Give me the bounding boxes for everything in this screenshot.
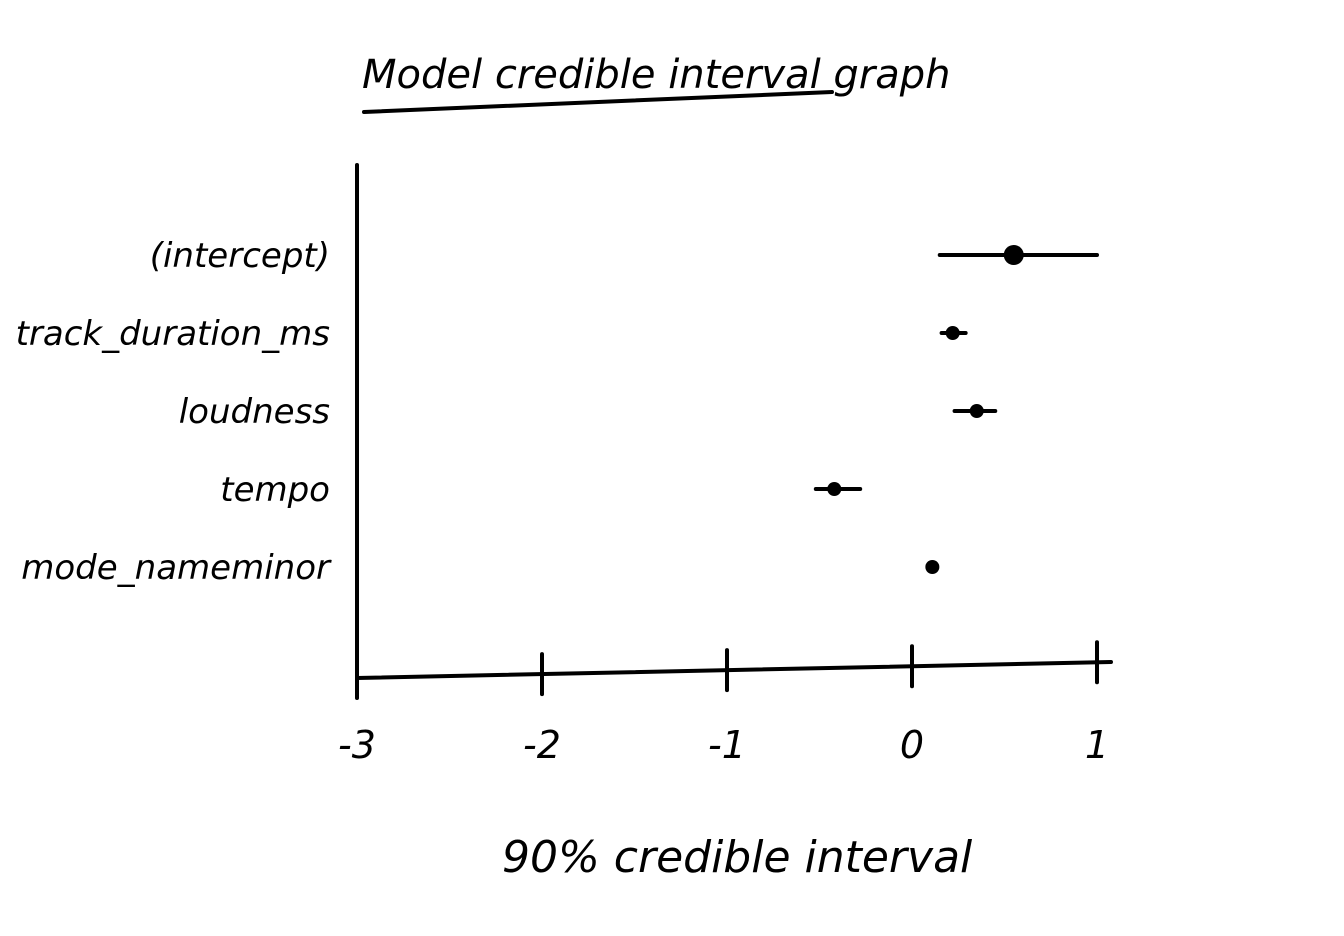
estimate-point <box>969 404 984 418</box>
x-tick-label: 0 <box>900 723 924 767</box>
x-tick-label: -3 <box>338 723 376 767</box>
x-axis-line <box>355 660 1113 680</box>
estimate-point <box>1003 245 1024 265</box>
title-underline <box>362 90 834 114</box>
x-tick-label: -2 <box>523 723 561 767</box>
estimate-point <box>827 482 842 496</box>
x-tick-label: -1 <box>708 723 746 767</box>
category-label: (intercept) <box>150 236 330 276</box>
plot-area: -3 -2 -1 0 1 (intercept) track_duration_msloud… <box>16 163 1113 767</box>
category-label: track_duration_ms <box>16 314 330 354</box>
chart-title: Model credible interval graph <box>362 52 951 98</box>
x-tick-label: 1 <box>1085 723 1109 767</box>
category-label: tempo <box>220 470 330 510</box>
estimate-point <box>925 560 940 574</box>
category-label: loudness <box>179 392 330 432</box>
estimate-point <box>945 326 960 340</box>
x-axis-label: 90% credible interval <box>502 832 973 883</box>
category-label: mode_nameminor <box>21 548 332 588</box>
